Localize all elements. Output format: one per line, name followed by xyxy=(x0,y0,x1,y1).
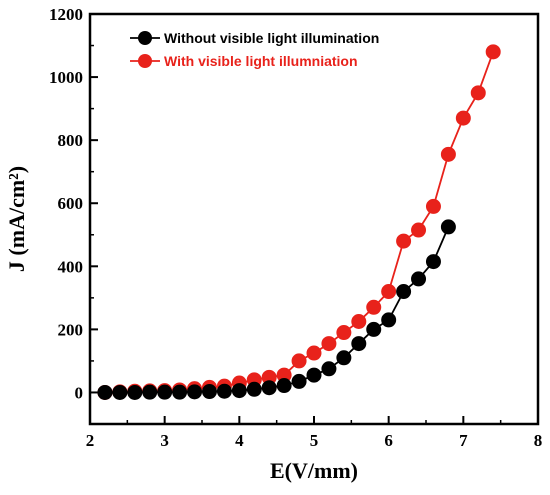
y-tick-label: 0 xyxy=(75,383,84,402)
data-point xyxy=(216,383,232,399)
y-tick-label: 400 xyxy=(58,257,84,276)
series-1 xyxy=(97,219,456,400)
data-point xyxy=(246,381,262,397)
x-tick-label: 8 xyxy=(534,431,543,450)
data-point xyxy=(157,384,173,400)
series-line xyxy=(104,51,495,394)
data-point xyxy=(127,384,143,400)
data-point xyxy=(336,350,352,366)
data-point xyxy=(142,384,158,400)
legend-marker xyxy=(138,31,152,45)
data-point xyxy=(455,110,471,126)
x-tick-label: 7 xyxy=(459,431,468,450)
y-axis-title: J (mA/cm²) xyxy=(4,166,29,272)
x-tick-label: 4 xyxy=(235,431,244,450)
data-point xyxy=(351,314,367,329)
x-axis-title: E(V/mm) xyxy=(270,458,358,483)
data-point xyxy=(366,321,382,337)
data-point xyxy=(172,384,188,400)
data-point xyxy=(440,146,456,162)
legend: Without visible light illumination With v… xyxy=(130,30,379,69)
series-2 xyxy=(97,44,501,400)
data-point xyxy=(425,254,441,270)
data-point xyxy=(261,380,277,396)
plot-frame xyxy=(88,12,540,426)
data-point xyxy=(351,336,367,352)
legend-label: With visible light illumniation xyxy=(164,53,358,69)
data-point xyxy=(396,284,412,300)
y-tick-label: 1200 xyxy=(49,5,83,24)
series-line xyxy=(104,226,450,394)
y-tick-label: 1000 xyxy=(49,68,83,87)
x-tick-label: 2 xyxy=(86,431,95,450)
data-point xyxy=(321,361,337,377)
data-point xyxy=(306,367,322,383)
x-tick-label: 6 xyxy=(384,431,393,450)
data-point xyxy=(381,284,397,300)
data-point xyxy=(381,312,397,328)
data-point xyxy=(112,384,128,400)
data-point xyxy=(396,233,412,249)
data-point xyxy=(411,271,427,287)
data-point xyxy=(201,384,217,400)
legend-marker xyxy=(138,54,152,68)
data-point xyxy=(231,383,247,399)
series-layer xyxy=(97,44,501,400)
data-point xyxy=(485,44,501,60)
data-point xyxy=(366,299,382,315)
data-point xyxy=(425,198,441,214)
x-axis-ticks: 2 3 4 5 6 7 8 xyxy=(86,416,543,450)
y-tick-label: 600 xyxy=(58,194,84,213)
y-axis-ticks: 0 200 400 600 800 1000 1200 xyxy=(49,5,98,425)
x-tick-label: 3 xyxy=(160,431,169,450)
data-point xyxy=(97,384,113,400)
data-point xyxy=(440,219,456,235)
y-tick-label: 800 xyxy=(58,131,84,150)
data-point xyxy=(291,373,307,389)
data-point xyxy=(321,336,337,352)
y-tick-label: 200 xyxy=(58,320,84,339)
data-point xyxy=(291,353,307,369)
data-point xyxy=(470,85,486,101)
data-point xyxy=(336,325,352,341)
legend-label: Without visible light illumination xyxy=(164,30,379,46)
data-point xyxy=(187,384,203,400)
x-tick-label: 5 xyxy=(310,431,319,450)
data-point xyxy=(411,222,427,238)
data-point xyxy=(306,345,322,361)
data-point xyxy=(276,378,292,394)
